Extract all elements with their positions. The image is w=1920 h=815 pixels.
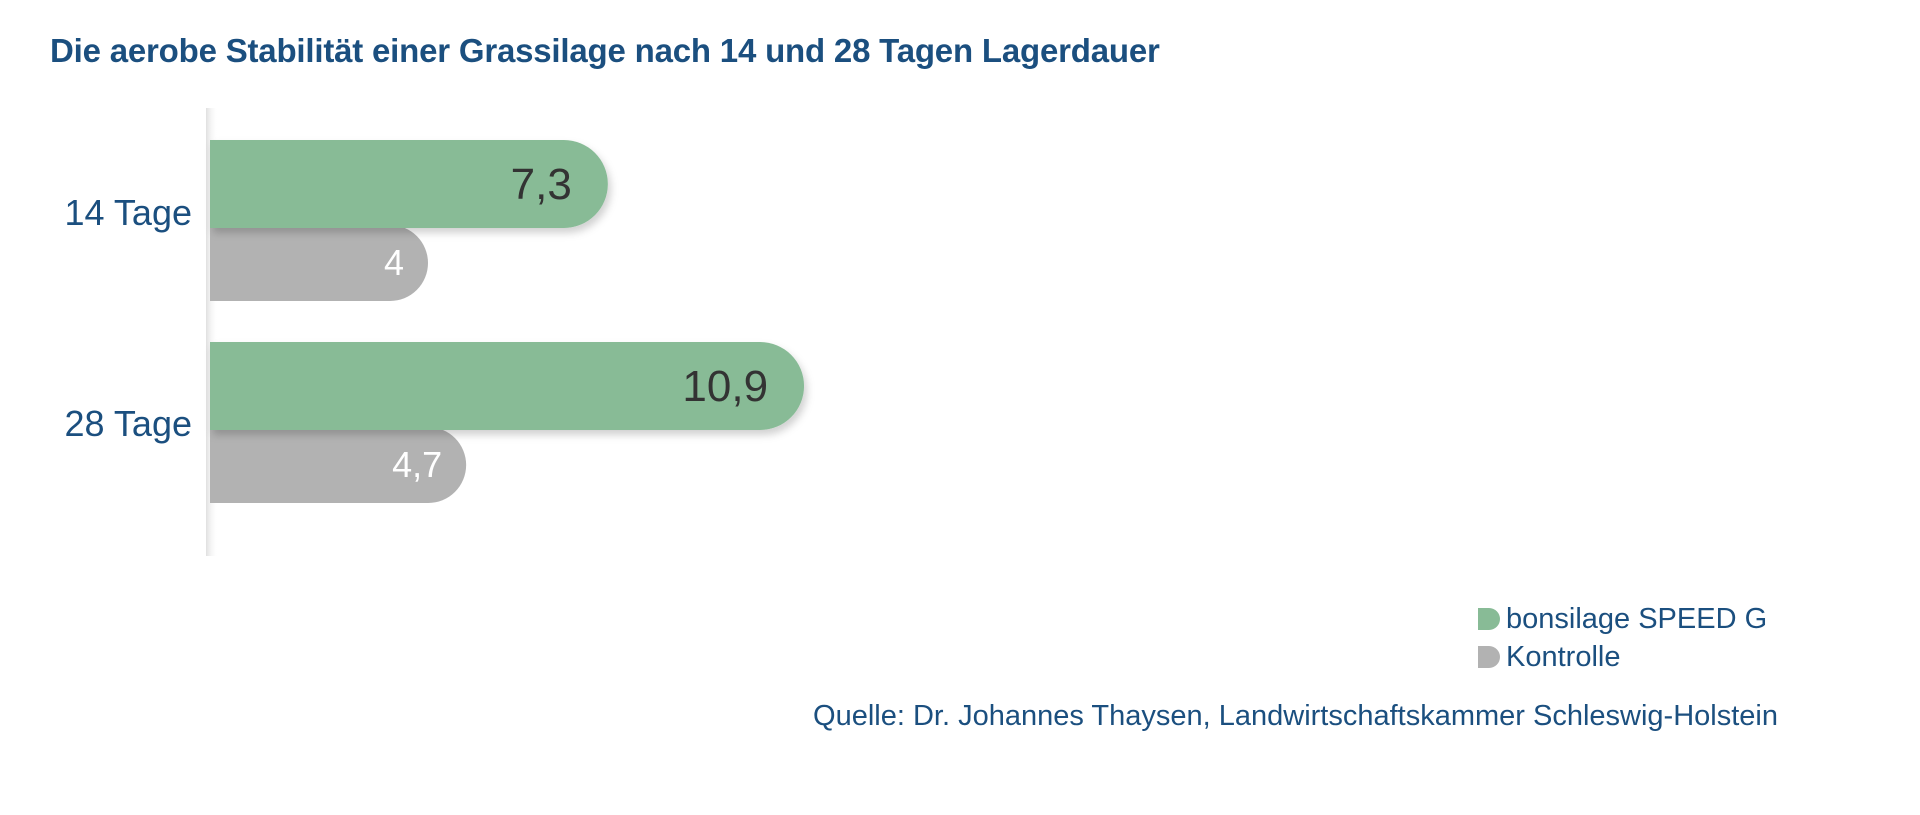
bar-kontrolle — [210, 427, 467, 503]
category-label: 14 Tage — [65, 192, 192, 233]
bar-bonsilage — [210, 342, 805, 430]
data-label: 4,7 — [392, 444, 442, 485]
chart-title: Die aerobe Stabilität einer Grassilage n… — [50, 32, 1160, 69]
category-label: 28 Tage — [65, 403, 192, 444]
legend-item-series-2: Kontrolle — [1478, 638, 1767, 676]
legend-swatch-icon — [1478, 608, 1500, 630]
source-note: Quelle: Dr. Johannes Thaysen, Landwirtsc… — [813, 700, 1778, 732]
data-label: 10,9 — [682, 362, 768, 411]
legend-label: Kontrolle — [1506, 640, 1621, 673]
bar-bonsilage — [210, 140, 608, 228]
legend: bonsilage SPEED G Kontrolle — [1478, 600, 1767, 676]
legend-item-series-1: bonsilage SPEED G — [1478, 600, 1767, 638]
legend-label: bonsilage SPEED G — [1506, 602, 1768, 635]
bar-kontrolle — [210, 225, 428, 301]
data-label: 4 — [384, 242, 404, 283]
legend-swatch-icon — [1478, 646, 1500, 668]
data-label: 7,3 — [511, 160, 572, 209]
